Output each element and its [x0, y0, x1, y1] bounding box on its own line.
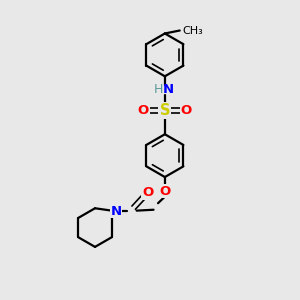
Text: N: N — [110, 205, 122, 218]
Text: O: O — [138, 104, 149, 117]
Text: O: O — [159, 185, 170, 198]
Text: O: O — [181, 104, 192, 117]
Text: CH₃: CH₃ — [183, 26, 203, 35]
Text: H: H — [154, 83, 163, 96]
Text: N: N — [163, 83, 174, 96]
Text: S: S — [160, 103, 170, 118]
Text: O: O — [142, 186, 153, 199]
